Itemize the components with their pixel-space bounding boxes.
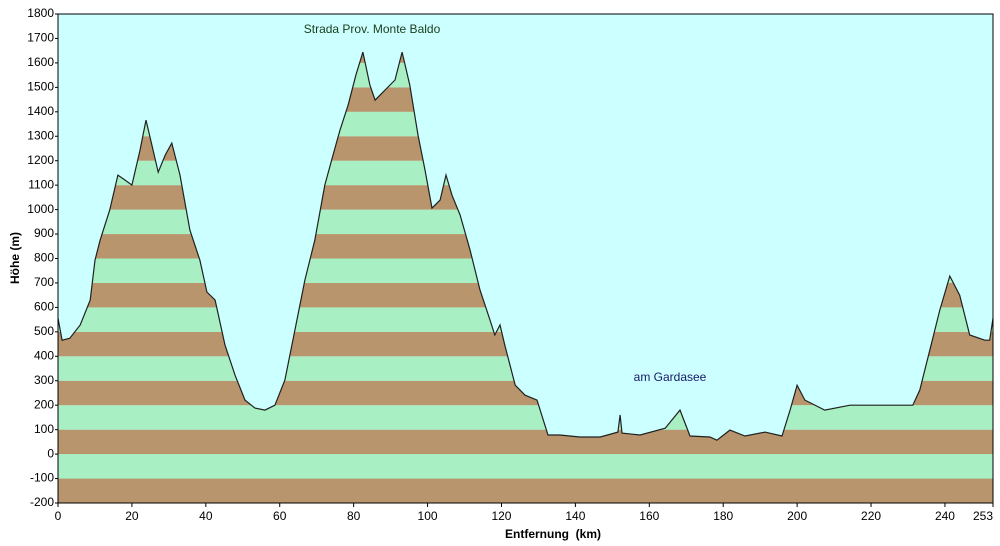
y-tick-label: 1000: [27, 202, 54, 216]
y-tick-label: 1100: [28, 177, 54, 191]
x-tick-label: 200: [787, 509, 807, 523]
y-tick-label: 600: [34, 300, 54, 314]
elevation-band: [58, 405, 993, 430]
y-tick-label: 0: [47, 446, 54, 460]
y-tick-label: 1200: [27, 153, 54, 167]
x-tick-label: 120: [491, 509, 511, 523]
x-tick-label: 140: [565, 509, 585, 523]
marks: [57, 51, 994, 441]
y-tick-label: 1500: [27, 80, 54, 94]
x-tick-label: 220: [861, 509, 881, 523]
y-tick-label: -100: [30, 471, 54, 485]
elevation-line: [57, 51, 994, 441]
y-tick-label: 100: [34, 422, 54, 436]
x-tick-label: 80: [347, 509, 361, 523]
y-tick-label: 900: [34, 226, 54, 240]
annotation: Strada Prov. Monte Baldo: [304, 22, 441, 36]
x-tick-label: 0: [55, 509, 62, 523]
y-tick-label: 700: [34, 275, 54, 289]
x-tick-label: 20: [125, 509, 139, 523]
x-tick-label: 253: [973, 509, 993, 523]
y-tick-label: 400: [34, 348, 54, 362]
y-tick-label: 1300: [27, 128, 54, 142]
elevation-band: [58, 429, 993, 455]
elevation-band: [58, 478, 993, 503]
y-tick-label: 500: [34, 324, 54, 338]
plot-border: [57, 13, 994, 504]
y-tick-label: 300: [34, 373, 54, 387]
x-tick-label: 240: [935, 509, 955, 523]
x-tick-label: 40: [199, 509, 213, 523]
x-tick-label: 60: [273, 509, 287, 523]
y-tick-label: 1800: [27, 6, 54, 20]
y-axis-title: Höhe (m): [8, 232, 22, 284]
annotation: am Gardasee: [634, 370, 707, 384]
y-tick-label: 1400: [27, 104, 54, 118]
y-tick-label: 200: [34, 397, 54, 411]
x-tick-label: 180: [713, 509, 733, 523]
elevation-band: [58, 454, 993, 479]
y-tick-label: 800: [34, 251, 54, 265]
x-tick-label: 160: [639, 509, 659, 523]
y-tick-label: 1700: [27, 31, 54, 45]
y-tick-label: 1600: [27, 55, 54, 69]
x-axis-title: Entfernung (km): [505, 527, 601, 541]
y-tick-label: -200: [30, 495, 54, 509]
x-tick-label: 100: [418, 509, 438, 523]
